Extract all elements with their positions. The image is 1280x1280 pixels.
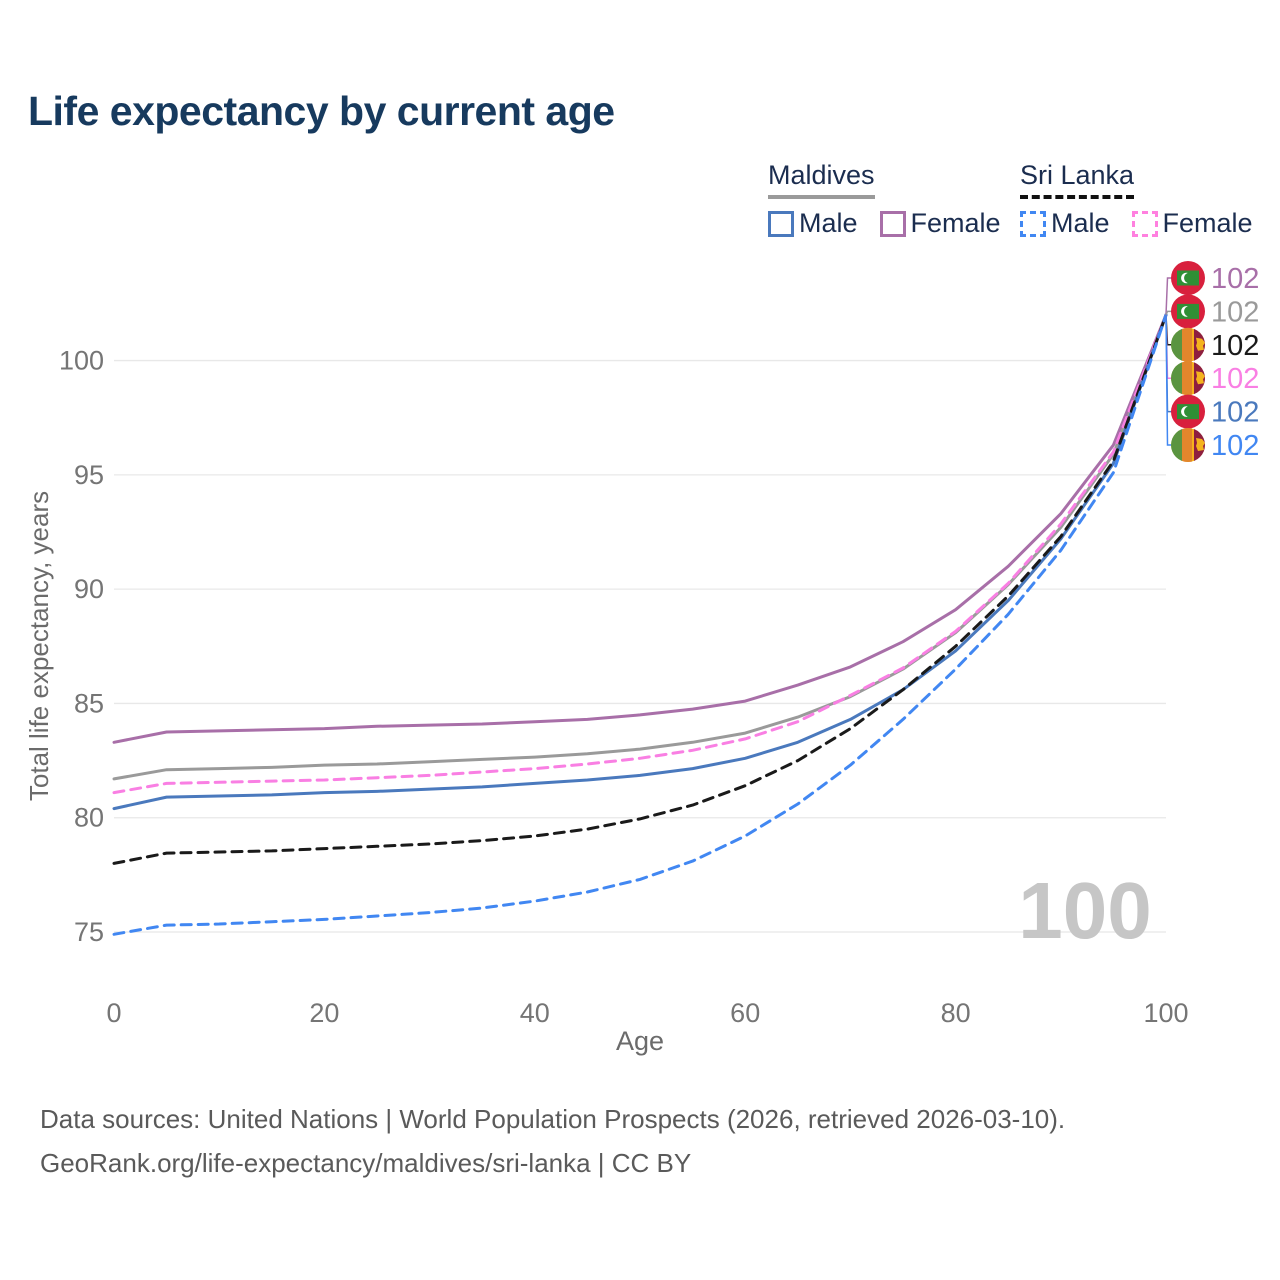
y-tick-label: 95 [74,460,104,490]
series-line-sri-lanka-male [112,313,1168,936]
x-tick-label: 80 [941,998,971,1028]
x-tick-label: 60 [730,998,760,1028]
y-tick-label: 100 [59,346,104,376]
series-line-maldives-all [112,313,1168,781]
legend-label-maldives-female: Female [910,208,1001,238]
y-tick-label: 90 [74,574,104,604]
legend-group-maldives: Maldives Male Female [768,160,1001,239]
end-value-label-maldives-all: 102 [1211,296,1259,328]
legend-swatch-sri-lanka-male [1020,210,1046,237]
y-tick-label: 80 [74,803,104,833]
footer: Data sources: United Nations | World Pop… [40,1104,1065,1192]
legend-item-maldives-female[interactable]: Female [879,208,1001,239]
x-tick-label: 20 [309,998,339,1028]
legend-item-maldives-male[interactable]: Male [768,208,858,239]
y-axis-title: Total life expectancy, years [24,491,54,801]
flag-sri-lanka-icon [1171,361,1205,396]
flag-sri-lanka-icon [1171,428,1205,462]
x-axis-title: Age [616,1026,664,1056]
x-tick-label: 40 [520,998,550,1028]
flag-sri-lanka-icon [1171,327,1205,362]
series-line-sri-lanka-female [112,313,1168,795]
footer-attribution: GeoRank.org/life-expectancy/maldives/sri… [40,1148,692,1178]
watermark-age: 100 [1018,866,1151,955]
flag-maldives-icon [1171,394,1205,429]
y-tick-label: 75 [74,917,104,947]
flag-maldives-icon [1171,294,1205,329]
end-value-label-sri-lanka-all: 102 [1211,330,1259,362]
end-value-label-sri-lanka-male: 102 [1211,430,1259,462]
legend-swatch-maldives-female [879,210,906,237]
x-tick-label: 0 [106,998,121,1028]
legend-group-sri-lanka: Sri Lanka Male Female [1020,160,1253,239]
legend-country-sri-lanka[interactable]: Sri Lanka [1020,160,1135,199]
y-tick-label: 85 [74,688,104,718]
legend-label-sri-lanka-male: Male [1051,208,1110,238]
x-tick-label: 100 [1143,998,1188,1028]
end-value-label-maldives-female: 102 [1211,263,1259,295]
footer-data-sources: Data sources: United Nations | World Pop… [40,1104,1066,1134]
legend-item-sri-lanka-female[interactable]: Female [1131,208,1253,239]
legend-swatch-sri-lanka-female [1131,210,1158,237]
series-line-maldives-female [112,313,1168,744]
legend-item-sri-lanka-male[interactable]: Male [1020,208,1110,239]
legend-swatch-maldives-male [768,210,794,237]
legend-label-maldives-male: Male [799,208,858,238]
end-value-label-maldives-male: 102 [1211,397,1259,429]
end-value-label-sri-lanka-female: 102 [1211,363,1259,395]
series-line-sri-lanka-all [112,313,1168,865]
flag-maldives-icon [1171,261,1205,295]
legend-country-maldives[interactable]: Maldives [768,160,875,199]
page-title: Life expectancy by current age [28,88,615,134]
series-line-maldives-male [112,313,1168,811]
legend-label-sri-lanka-female: Female [1162,208,1253,238]
